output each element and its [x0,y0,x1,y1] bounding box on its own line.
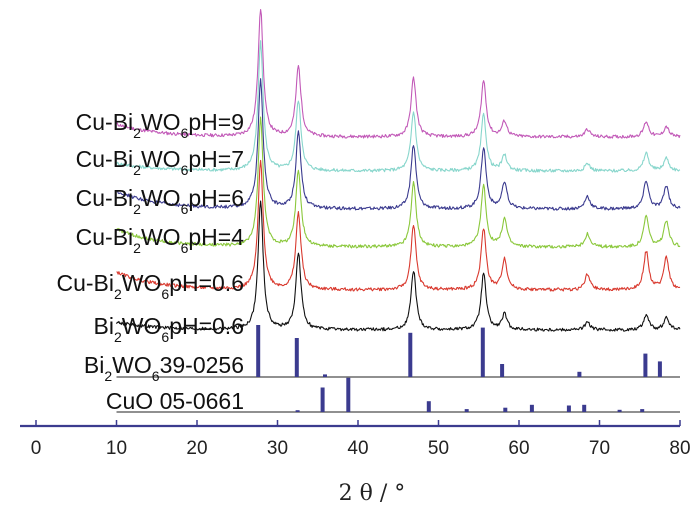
xrd-trace-2 [115,40,681,173]
reference-layer [116,325,680,413]
x-tick-label-80: 80 [669,438,690,459]
reference-2-stick-3 [346,377,351,412]
reference-1-stick-1 [256,325,261,377]
reference-2-stick-4 [426,401,431,412]
label-text: WO [122,313,162,339]
series-layer [115,8,681,332]
trace-label-6: Bi2WO6pH=0.6 [94,313,244,345]
reference-2-stick-10 [617,409,622,412]
label-text: WO [112,352,152,378]
x-tick-label-40: 40 [347,438,368,459]
label-subscript: 6 [152,368,160,384]
x-tick-label-10: 10 [106,438,127,459]
x-axis: 0 10 20 30 40 50 60 70 80 [20,420,691,459]
trace-label-3: Cu-Bi2WO6pH=6 [76,185,244,217]
reference-2-stick-8 [566,405,571,412]
label-subscript: 6 [181,201,189,217]
x-axis-label: 2 θ / ° [339,481,406,506]
reference-1-stick-8 [643,353,648,377]
label-text: pH=4 [188,224,244,250]
trace-label-4: Cu-Bi2WO6pH=4 [76,224,245,256]
label-subscript: 2 [114,329,122,345]
label-subscript: 2 [133,125,141,141]
reference-2-stick-7 [529,404,534,412]
label-text: CuO 05-0661 [106,388,244,414]
reference-1-stick-6 [500,364,505,377]
label-text: pH=0.6 [169,313,244,339]
label-text: WO [141,109,181,135]
label-text: Bi [94,313,114,339]
reference-2-stick-6 [503,407,508,412]
label-text: pH=6 [188,185,244,211]
reference-1-stick-2 [294,338,299,377]
reference-2-stick-1 [295,410,300,412]
label-subscript: 2 [114,286,122,302]
label-text: pH=9 [188,109,244,135]
label-text: Cu-Bi [76,224,134,250]
x-tick-label-30: 30 [267,438,288,459]
label-text: pH=7 [188,146,244,172]
label-subscript: 6 [181,125,189,141]
label-layer: Cu-Bi2WO6pH=9Cu-Bi2WO6pH=7Cu-Bi2WO6pH=6C… [56,109,244,414]
trace-label-8: CuO 05-0661 [106,388,244,414]
label-text: WO [141,146,181,172]
xrd-trace-4 [116,116,681,249]
reference-1-stick-3 [323,374,327,377]
x-tick-label-20: 20 [186,438,207,459]
reference-1-stick-9 [657,361,662,377]
label-text: Cu-Bi [76,146,134,172]
label-subscript: 6 [181,240,189,256]
label-subscript: 2 [133,162,141,178]
label-text: 39-0256 [160,352,244,378]
label-text: Cu-Bi [56,270,114,296]
label-text: WO [122,270,162,296]
reference-2-stick-9 [582,404,587,412]
trace-label-2: Cu-Bi2WO6pH=7 [76,146,244,178]
label-subscript: 2 [133,240,141,256]
trace-label-5: Cu-Bi2WO6pH=0.6 [56,270,244,302]
label-text: Cu-Bi [76,185,134,211]
label-text: Bi [84,352,104,378]
x-tick-label-0: 0 [31,438,42,459]
xrd-trace-5 [116,159,681,292]
label-subscript: 6 [161,329,169,345]
label-subscript: 6 [181,162,189,178]
trace-label-7: Bi2WO639-0256 [84,352,244,384]
reference-1-stick-4 [408,332,413,377]
xrd-trace-6 [116,200,681,332]
trace-label-1: Cu-Bi2WO6pH=9 [76,109,244,141]
label-text: Cu-Bi [76,109,134,135]
reference-2-stick-5 [464,409,469,412]
label-text: WO [141,185,181,211]
reference-2-stick-11 [640,409,645,412]
reference-1-stick-7 [577,371,582,377]
reference-2-stick-2 [320,387,325,412]
xrd-trace-3 [116,78,681,211]
label-subscript: 6 [161,286,169,302]
x-tick-label-50: 50 [428,438,449,459]
label-text: WO [141,224,181,250]
label-subscript: 2 [104,368,112,384]
reference-1-stick-5 [480,327,485,377]
xrd-trace-1 [116,8,681,139]
x-tick-label-70: 70 [589,438,610,459]
label-text: pH=0.6 [169,270,244,296]
label-subscript: 2 [133,201,141,217]
x-tick-label-60: 60 [508,438,529,459]
